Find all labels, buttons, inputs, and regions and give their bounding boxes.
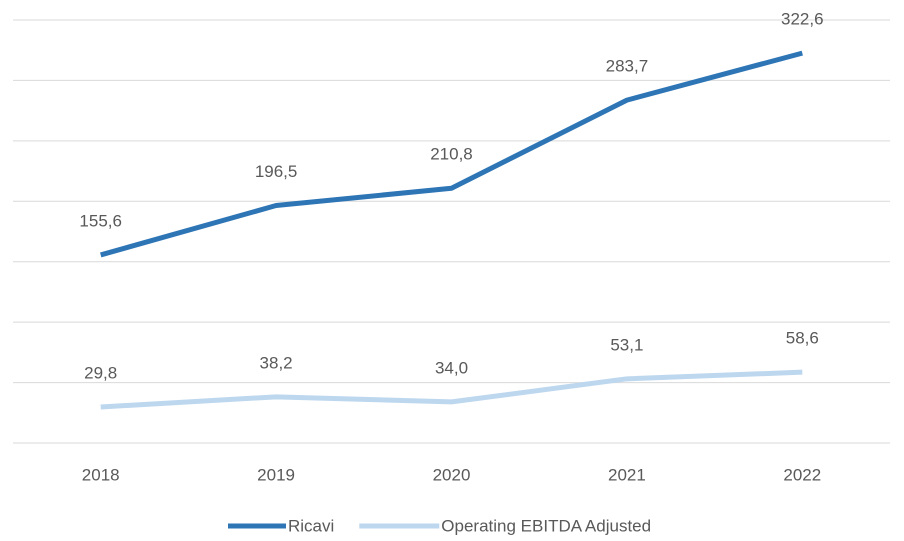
legend-label: Operating EBITDA Adjusted [441,516,651,535]
data-label: 210,8 [430,145,473,164]
data-label: 196,5 [255,162,298,181]
data-label: 322,6 [781,10,824,29]
data-label: 29,8 [84,363,117,382]
data-label: 53,1 [610,335,643,354]
data-label: 283,7 [606,57,649,76]
legend-label: Ricavi [288,516,334,535]
x-tick-label: 2020 [433,465,471,484]
x-tick-label: 2018 [82,465,120,484]
data-label: 38,2 [260,353,293,372]
series-line [100,50,803,258]
x-tick-label: 2019 [257,465,295,484]
x-tick-label: 2021 [608,465,646,484]
x-tick-label: 2022 [783,465,821,484]
data-label: 155,6 [79,211,122,230]
series-line [100,369,803,410]
data-label: 58,6 [786,329,819,348]
data-label: 34,0 [435,358,468,377]
